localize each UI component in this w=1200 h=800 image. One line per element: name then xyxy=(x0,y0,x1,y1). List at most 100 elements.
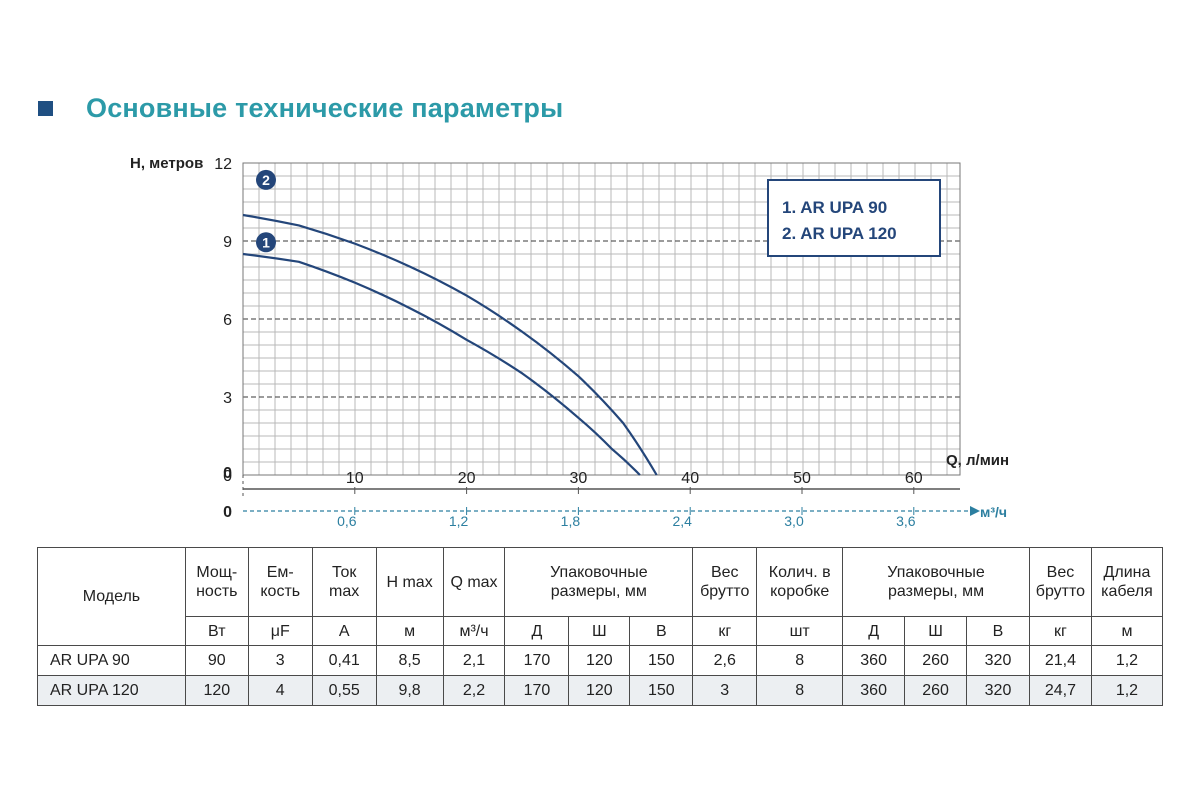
value-cell: 170 xyxy=(504,675,570,706)
value-cell: 8 xyxy=(756,645,844,676)
value-cell: 2,2 xyxy=(442,675,506,706)
value-cell: 120 xyxy=(568,675,631,706)
unit-cell: Д xyxy=(842,616,906,646)
value-cell: 320 xyxy=(966,675,1030,706)
value-cell: 21,4 xyxy=(1028,645,1092,676)
header-cell: Вес брутто xyxy=(692,547,758,617)
value-cell: 24,7 xyxy=(1028,675,1092,706)
series-marker-label: 1 xyxy=(262,234,270,250)
title-bullet-icon xyxy=(38,100,53,116)
specs-table: Модель Мощ-ность Ем-кость Ток max H max Q max У… xyxy=(37,547,1164,706)
value-cell: 3 xyxy=(247,645,313,676)
header-model: Модель xyxy=(37,547,186,646)
value-cell: 2,1 xyxy=(442,645,506,676)
unit-cell: шт xyxy=(756,616,844,646)
value-cell: 320 xyxy=(966,645,1030,676)
table-row: AR UPA 120 120 4 0,55 9,8 2,2 170 120 150 3 8 360 26… xyxy=(37,675,1164,706)
value-cell: 360 xyxy=(842,675,906,706)
y-tick-label: 6 xyxy=(223,312,232,329)
unit-cell: μF xyxy=(247,616,313,646)
legend-entry: 2. AR UPA 120 xyxy=(782,224,897,243)
x-tick-label: 30 xyxy=(570,470,588,487)
value-cell: 0,55 xyxy=(311,675,377,706)
table-header-row: Модель Мощ-ность Ем-кость Ток max H max Q max У… xyxy=(37,547,1164,646)
unit-cell: м xyxy=(375,616,444,646)
value-cell: 1,2 xyxy=(1090,645,1164,676)
x2-zero-label: 0 xyxy=(223,504,232,521)
series-marker-label: 2 xyxy=(262,172,270,188)
x2-tick-label: 2,4 xyxy=(672,513,692,529)
x-tick-label: 50 xyxy=(793,470,811,487)
value-cell: 170 xyxy=(504,645,570,676)
value-cell: 8,5 xyxy=(375,645,444,676)
value-cell: 260 xyxy=(904,675,968,706)
header-cell: Колич. в коробке xyxy=(756,547,844,617)
header-cell: Ток max xyxy=(311,547,377,617)
y-tick-label: 9 xyxy=(223,234,232,251)
series-line-2 xyxy=(242,213,658,476)
header-cell: Мощ-ность xyxy=(184,547,249,617)
value-cell: 150 xyxy=(629,675,694,706)
series-marker-2 xyxy=(256,169,276,190)
header-cell: H max xyxy=(375,547,444,617)
y-tick-label: 3 xyxy=(223,390,232,407)
x-tick-label: 40 xyxy=(681,470,699,487)
plot-frame xyxy=(242,162,961,476)
y-axis-label: Н, метров xyxy=(130,155,203,172)
x-tick-label: 20 xyxy=(458,470,476,487)
value-cell: 2,6 xyxy=(692,645,758,676)
unit-cell: В xyxy=(966,616,1030,646)
x2-tick-label: 3,0 xyxy=(784,513,804,529)
value-cell: 9,8 xyxy=(375,675,444,706)
value-cell: 360 xyxy=(842,645,906,676)
unit-cell: А xyxy=(311,616,377,646)
header-cell: Вес брутто xyxy=(1028,547,1092,617)
value-cell: 150 xyxy=(629,645,694,676)
header-cell: Длина кабеля xyxy=(1090,547,1164,617)
series-marker-1 xyxy=(256,232,276,253)
x2-tick-label: 1,2 xyxy=(449,513,469,529)
unit-cell: кг xyxy=(692,616,758,646)
unit-cell: Ш xyxy=(568,616,631,646)
value-cell: 3 xyxy=(692,675,758,706)
value-cell: 0,41 xyxy=(311,645,377,676)
unit-cell: Ш xyxy=(904,616,968,646)
value-cell: 1,2 xyxy=(1090,675,1164,706)
value-cell: 120 xyxy=(568,645,631,676)
y-tick-label: 12 xyxy=(214,156,232,173)
legend-box xyxy=(767,179,941,257)
unit-cell: Вт xyxy=(184,616,249,646)
unit-cell: В xyxy=(629,616,694,646)
header-cell: Ем-кость xyxy=(247,547,313,617)
value-cell: 90 xyxy=(184,645,249,676)
unit-cell: кг xyxy=(1028,616,1092,646)
legend-entry: 1. AR UPA 90 xyxy=(782,198,887,217)
x2-tick-label: 3,6 xyxy=(896,513,916,529)
header-cell: Упаковочные размеры, мм xyxy=(504,547,694,617)
x-axis-label: Q, л/мин xyxy=(946,452,1009,469)
table-row: AR UPA 90 90 3 0,41 8,5 2,1 170 120 150 2,6 8 360 26… xyxy=(37,645,1164,676)
model-cell: AR UPA 90 xyxy=(37,645,186,676)
x2-axis-label: м³/ч xyxy=(980,504,1007,520)
header-cell: Упаковочные размеры, мм xyxy=(842,547,1030,617)
x-tick-label: 60 xyxy=(905,470,923,487)
value-cell: 4 xyxy=(247,675,313,706)
x2-axis-arrow-icon xyxy=(970,506,980,516)
y-zero-label: 0 xyxy=(223,465,232,482)
unit-cell: м³/ч xyxy=(442,616,506,646)
title-block: Основные технические параметры xyxy=(38,88,563,128)
page-title: Основные технические параметры xyxy=(86,92,564,123)
unit-cell: м xyxy=(1090,616,1164,646)
series-line-1 xyxy=(242,252,641,476)
unit-cell: Д xyxy=(504,616,570,646)
y-tick-label: 0 xyxy=(223,468,232,485)
value-cell: 120 xyxy=(184,675,249,706)
model-cell: AR UPA 120 xyxy=(37,675,186,706)
x2-tick-label: 0,6 xyxy=(337,513,357,529)
x2-tick-label: 1,8 xyxy=(561,513,581,529)
header-cell: Q max xyxy=(442,547,506,617)
value-cell: 8 xyxy=(756,675,844,706)
x-tick-label: 10 xyxy=(346,470,364,487)
